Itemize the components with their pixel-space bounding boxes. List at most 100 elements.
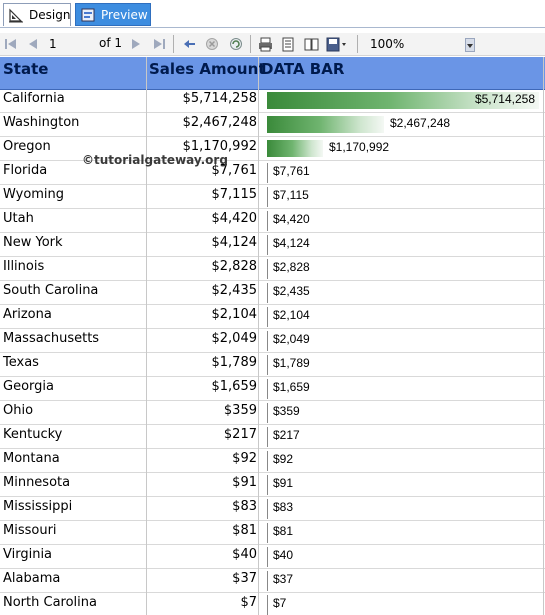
state-cell: Illinois xyxy=(3,259,45,274)
data-bar-cell: $217 xyxy=(267,425,543,449)
tab-design[interactable]: Design xyxy=(3,3,71,26)
data-bar xyxy=(267,523,268,543)
tab-preview[interactable]: Preview xyxy=(75,3,151,26)
sales-amount-cell: $4,420 xyxy=(211,211,258,226)
data-bar-label: $7 xyxy=(273,596,287,610)
state-cell: California xyxy=(3,91,65,106)
state-cell: Oregon xyxy=(3,139,51,154)
data-bar-label: $2,828 xyxy=(273,260,310,274)
table-row: Wyoming $7,115 $7,115 xyxy=(0,185,545,209)
sales-amount-cell: $1,659 xyxy=(211,379,258,394)
data-bar-cell: $2,104 xyxy=(267,305,543,329)
table-row: South Carolina $2,435 $2,435 xyxy=(0,281,545,305)
state-cell: Montana xyxy=(3,451,60,466)
table-row: Minnesota $91 $91 xyxy=(0,473,545,497)
state-cell: Kentucky xyxy=(3,427,63,442)
print-layout-icon[interactable] xyxy=(280,36,296,52)
design-icon xyxy=(8,7,24,23)
export-icon[interactable] xyxy=(326,36,348,52)
data-bar-label: $2,435 xyxy=(273,284,310,298)
state-cell: New York xyxy=(3,235,63,250)
data-bar xyxy=(267,187,268,207)
sales-amount-cell: $2,049 xyxy=(211,331,258,346)
table-row: North Carolina $7 $7 xyxy=(0,593,545,615)
table-row: Washington $2,467,248 $2,467,248 xyxy=(0,113,545,137)
tab-strip: Design Preview xyxy=(0,0,545,28)
table-row: California $5,714,258 $5,714,258 xyxy=(0,89,545,113)
state-cell: Georgia xyxy=(3,379,54,394)
data-bar xyxy=(267,427,268,447)
first-page-icon[interactable] xyxy=(3,36,19,52)
state-cell: Texas xyxy=(3,355,39,370)
data-bar-cell: $4,420 xyxy=(267,209,543,233)
data-bar xyxy=(267,595,268,615)
stop-icon[interactable] xyxy=(204,36,220,52)
table-row: Mississippi $83 $83 xyxy=(0,497,545,521)
data-bar-label: $1,659 xyxy=(273,380,310,394)
table-row: Utah $4,420 $4,420 xyxy=(0,209,545,233)
sales-amount-cell: $37 xyxy=(232,571,257,586)
data-bar-label: $92 xyxy=(273,452,294,466)
toolbar-separator xyxy=(357,35,358,53)
toolbar-separator xyxy=(173,35,174,53)
data-bar xyxy=(267,355,268,375)
print-icon[interactable] xyxy=(257,36,273,52)
data-bar-cell: $81 xyxy=(267,521,543,545)
table-row: Massachusetts $2,049 $2,049 xyxy=(0,329,545,353)
back-icon[interactable] xyxy=(181,36,197,52)
data-bar-label: $2,104 xyxy=(273,308,310,322)
data-bar-label: $83 xyxy=(273,500,294,514)
data-bar-cell: $2,049 xyxy=(267,329,543,353)
state-cell: Utah xyxy=(3,211,34,226)
header-data-bar: DATA BAR xyxy=(261,60,345,78)
data-bar-cell: $2,467,248 xyxy=(267,113,543,137)
data-bar xyxy=(267,116,384,133)
sales-amount-cell: $1,170,992 xyxy=(182,139,257,154)
state-cell: Mississippi xyxy=(3,499,73,514)
state-cell: Ohio xyxy=(3,403,34,418)
table-row: Missouri $81 $81 xyxy=(0,521,545,545)
sales-amount-cell: $83 xyxy=(232,499,257,514)
last-page-icon[interactable] xyxy=(151,36,167,52)
data-bar-label: $1,789 xyxy=(273,356,310,370)
toolbar-separator xyxy=(250,35,251,53)
data-bar xyxy=(267,259,268,279)
data-bar-cell: $7,115 xyxy=(267,185,543,209)
next-page-icon[interactable] xyxy=(128,36,144,52)
data-bar-label: $7,115 xyxy=(273,188,309,202)
table-header: State Sales Amount DATA BAR xyxy=(0,57,545,90)
report-toolbar: of 1 100% xyxy=(0,33,545,56)
report-body: State Sales Amount DATA BAR California $5… xyxy=(0,57,545,615)
previous-page-icon[interactable] xyxy=(25,36,41,52)
state-cell: Virginia xyxy=(3,547,53,562)
page-count: of 1 xyxy=(99,36,123,50)
zoom-dropdown[interactable]: 100% xyxy=(366,36,476,53)
data-bar-cell: $2,828 xyxy=(267,257,543,281)
state-cell: Massachusetts xyxy=(3,331,100,346)
chevron-down-icon[interactable] xyxy=(465,38,475,52)
data-bar-cell: $83 xyxy=(267,497,543,521)
data-bar-label: $1,170,992 xyxy=(329,140,390,154)
watermark: ©tutorialgateway.org xyxy=(82,153,228,167)
data-bar-cell: $37 xyxy=(267,569,543,593)
state-cell: South Carolina xyxy=(3,283,99,298)
data-bar-label: $37 xyxy=(273,572,294,586)
data-bar-cell: $92 xyxy=(267,449,543,473)
table-row: Texas $1,789 $1,789 xyxy=(0,353,545,377)
tab-design-label: Design xyxy=(29,8,71,22)
refresh-icon[interactable] xyxy=(228,36,244,52)
sales-amount-cell: $7,761 xyxy=(211,163,258,178)
data-bar-label: $4,420 xyxy=(273,212,310,226)
header-sales-amount: Sales Amount xyxy=(149,60,266,78)
data-bar xyxy=(267,92,539,109)
preview-icon xyxy=(80,7,96,23)
page-number-input[interactable] xyxy=(47,36,96,52)
page-setup-icon[interactable] xyxy=(303,36,319,52)
zoom-value: 100% xyxy=(370,37,405,51)
data-bar xyxy=(267,475,268,495)
data-bar xyxy=(267,331,268,351)
sales-amount-cell: $92 xyxy=(232,451,257,466)
data-bar-cell: $7,761 xyxy=(267,161,543,185)
sales-amount-cell: $91 xyxy=(232,475,257,490)
data-bar xyxy=(267,307,268,327)
